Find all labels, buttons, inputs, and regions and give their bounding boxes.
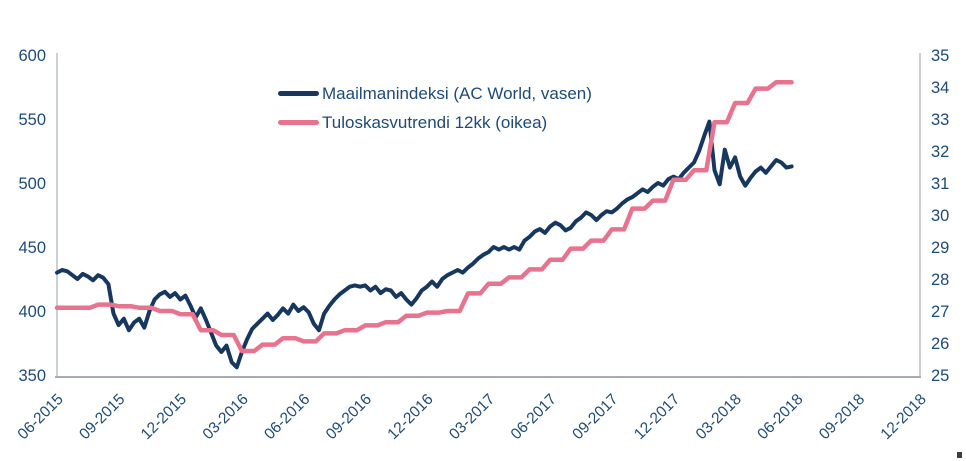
- legend: Maailmanindeksi (AC World, vasen) Tulosk…: [278, 84, 592, 132]
- legend-item-tuloskasvutrendi: Tuloskasvutrendi 12kk (oikea): [278, 113, 592, 132]
- left-axis-tick-label: 450: [18, 239, 46, 257]
- x-axis-tick-label: 03-2017: [446, 391, 498, 443]
- right-axis-tick-label: 30: [931, 207, 949, 225]
- axis-lines: [55, 53, 921, 378]
- legend-label-tuloskasvutrendi: Tuloskasvutrendi 12kk (oikea): [322, 113, 548, 132]
- legend-label-maailmanindeksi: Maailmanindeksi (AC World, vasen): [322, 84, 592, 103]
- left-axis-tick-label: 550: [18, 111, 46, 129]
- right-axis-tick-label: 33: [931, 111, 949, 129]
- legend-item-maailmanindeksi: Maailmanindeksi (AC World, vasen): [278, 84, 592, 103]
- stray-mark: [957, 452, 962, 458]
- left-axis-tick-labels: 600 550 500 450 400 350: [18, 47, 46, 385]
- x-axis-tick-label: 09-2016: [323, 391, 375, 443]
- x-axis-tick-label: 09-2018: [816, 391, 868, 443]
- x-axis-tick-label: 03-2016: [200, 391, 252, 443]
- right-axis-tick-label: 35: [931, 47, 949, 65]
- x-axis-tick-label: 09-2017: [569, 391, 621, 443]
- right-axis-tick-label: 26: [931, 335, 949, 353]
- left-axis-tick-label: 400: [18, 303, 46, 321]
- right-axis-tick-label: 29: [931, 239, 949, 257]
- left-axis-tick-label: 600: [18, 47, 46, 65]
- right-axis-tick-label: 28: [931, 271, 949, 289]
- earnings-trend-line: [54, 79, 794, 354]
- x-axis-tick-label: 12-2018: [878, 391, 930, 443]
- x-axis-tick-label: 12-2015: [138, 391, 190, 443]
- right-axis-tick-label: 25: [931, 367, 949, 385]
- blue-line-swatch-icon: [278, 91, 319, 96]
- x-axis-tick-label: 06-2017: [508, 391, 560, 443]
- x-axis-tick-label: 06-2016: [261, 391, 313, 443]
- x-axis-tick-labels: 06-2015 09-2015 12-2015 03-2016 06-2016 09-20…: [15, 391, 930, 443]
- x-axis-tick-label: 03-2018: [693, 391, 745, 443]
- right-axis-tick-label: 31: [931, 175, 949, 193]
- right-axis-tick-label: 32: [931, 143, 949, 161]
- x-axis-tick-label: 06-2018: [754, 391, 806, 443]
- pink-line-swatch-icon: [278, 120, 319, 125]
- msci-ac-world-line: [55, 119, 794, 370]
- left-axis-tick-label: 500: [18, 175, 46, 193]
- x-axis-tick-label: 12-2016: [384, 391, 436, 443]
- x-axis-tick-label: 12-2017: [631, 391, 683, 443]
- right-axis-tick-labels: 35 34 33 32 31 30 29 28 27 26 25: [931, 47, 949, 385]
- x-axis-tick-label: 06-2015: [15, 391, 67, 443]
- right-axis-tick-label: 34: [931, 79, 949, 97]
- series-lines: [54, 79, 794, 370]
- x-axis-tick-label: 09-2015: [76, 391, 128, 443]
- right-axis-tick-label: 27: [931, 303, 949, 321]
- left-axis-tick-label: 350: [18, 367, 46, 385]
